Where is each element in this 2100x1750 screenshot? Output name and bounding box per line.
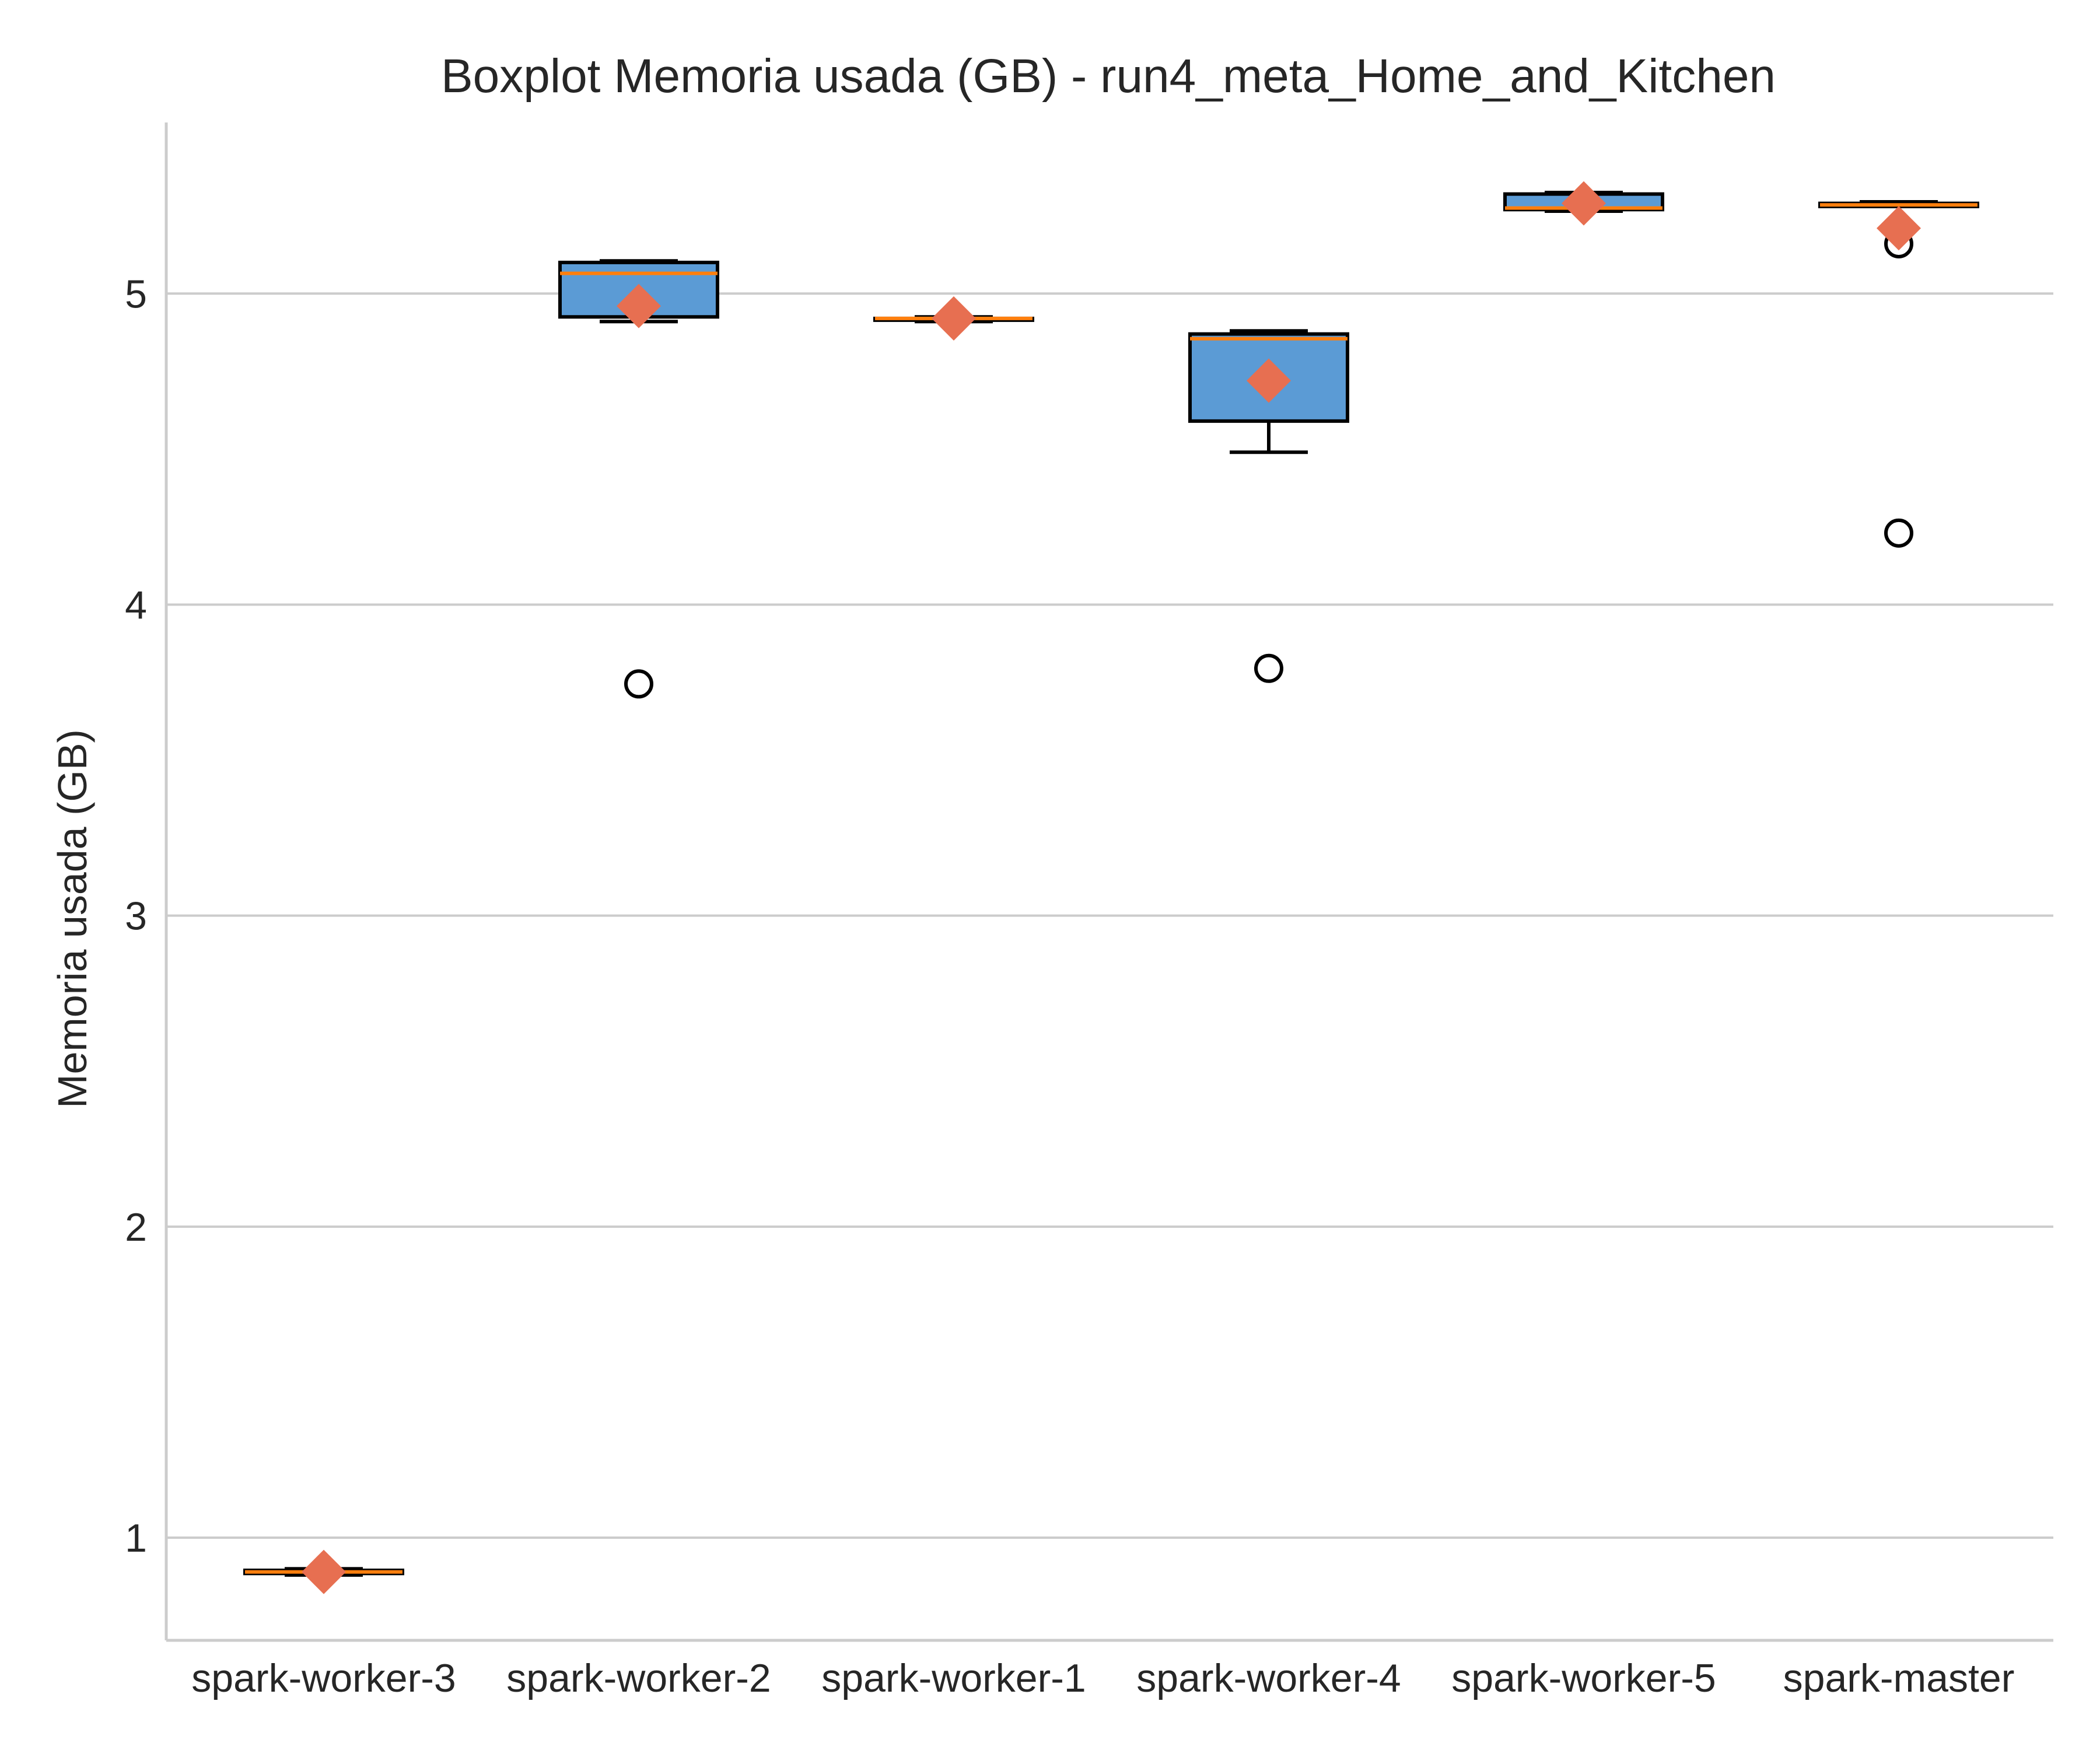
x-tick-label-spark-worker-3: spark-worker-3 xyxy=(191,1656,456,1700)
x-tick-label-spark-worker-5: spark-worker-5 xyxy=(1451,1656,1716,1700)
mean-marker xyxy=(1877,206,1921,251)
box-group-spark-worker-5 xyxy=(1503,181,1664,226)
mean-marker xyxy=(932,296,976,341)
y-tick-label-3: 3 xyxy=(125,894,147,939)
grid-lines xyxy=(166,292,2053,1539)
y-tick-labels: 1 2 3 4 5 xyxy=(125,272,147,1560)
y-tick-label-1: 1 xyxy=(125,1516,147,1560)
box-group-spark-worker-3 xyxy=(243,1549,404,1594)
y-tick-label-2: 2 xyxy=(125,1205,147,1250)
outlier-point-1 xyxy=(1884,518,1913,548)
x-tick-label-spark-master: spark-master xyxy=(1783,1656,2015,1700)
chart-title: Boxplot Memoria usada (GB) - run4_meta_H… xyxy=(441,50,1776,103)
mean-marker xyxy=(1562,181,1606,226)
axes xyxy=(164,123,2053,1642)
y-tick-label-4: 4 xyxy=(125,583,147,627)
mean-marker xyxy=(617,284,661,328)
box-group-spark-master xyxy=(1818,200,1979,548)
mean-marker xyxy=(302,1549,346,1594)
x-tick-label-spark-worker-4: spark-worker-4 xyxy=(1136,1656,1401,1700)
x-tick-label-spark-worker-1: spark-worker-1 xyxy=(821,1656,1086,1700)
y-tick-label-5: 5 xyxy=(125,272,147,316)
box-group-spark-worker-4 xyxy=(1188,329,1349,683)
outlier-point-0 xyxy=(1254,653,1283,683)
x-tick-label-spark-worker-2: spark-worker-2 xyxy=(506,1656,771,1700)
box-group-spark-worker-2 xyxy=(558,259,719,699)
outlier-point-0 xyxy=(624,669,653,699)
boxes xyxy=(243,181,1979,1594)
mean-marker xyxy=(1247,358,1291,403)
y-axis-label: Memoria usada (GB) xyxy=(50,729,95,1108)
x-tick-labels: spark-worker-3 spark-worker-2 spark-worker… xyxy=(191,1656,2014,1700)
box-group-spark-worker-1 xyxy=(873,296,1034,341)
